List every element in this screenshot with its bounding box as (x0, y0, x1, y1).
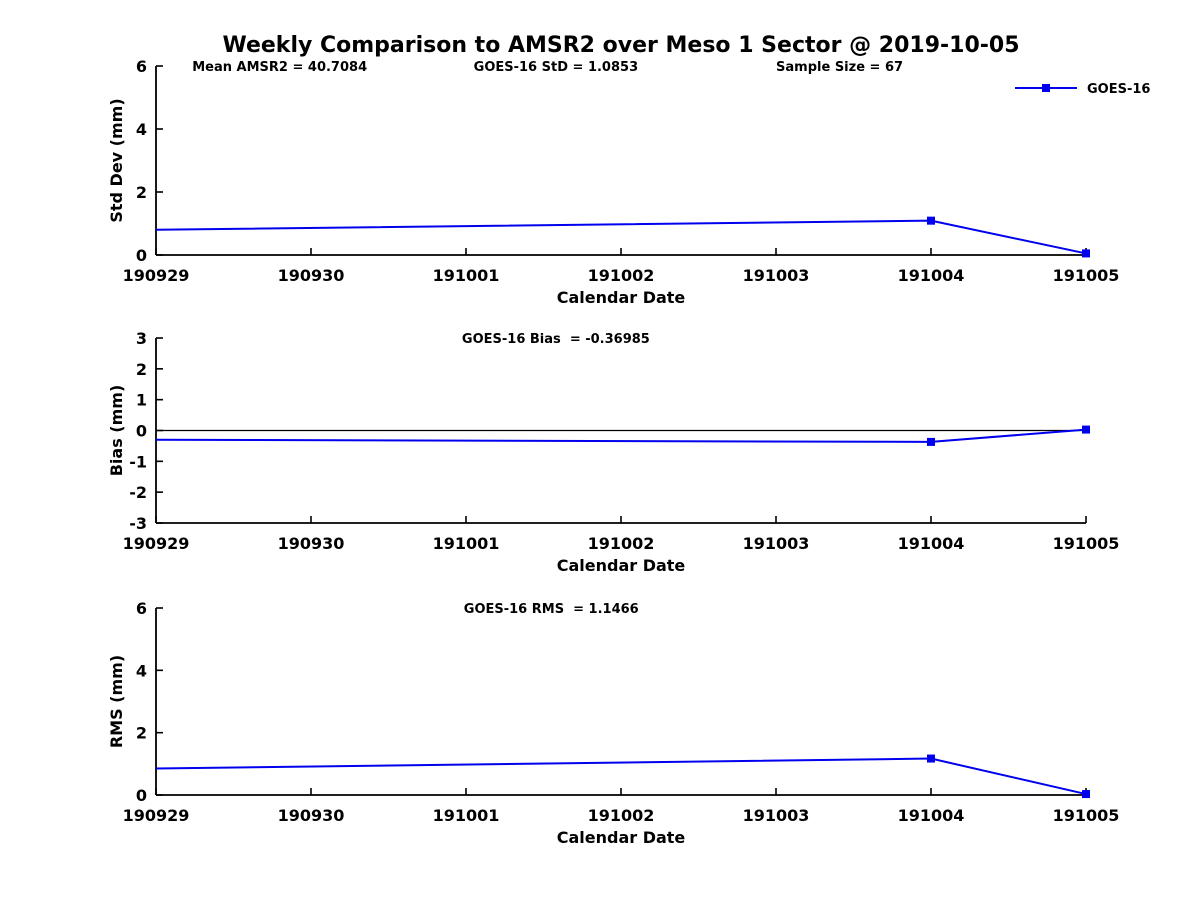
x-tick-label: 190929 (123, 534, 190, 553)
x-tick-label: 191003 (743, 534, 810, 553)
data-point-marker (1082, 249, 1090, 258)
x-tick-label: 191005 (1053, 266, 1120, 285)
y-axis-title: Bias (mm) (107, 385, 126, 477)
data-line (155, 428, 1087, 443)
x-axis-title: Calendar Date (557, 556, 686, 575)
y-tick-label: -2 (129, 483, 147, 502)
data-point-marker (927, 216, 935, 225)
y-tick-label: 1 (136, 391, 147, 410)
x-tick-label: 191004 (898, 806, 965, 825)
y-tick-label: 6 (136, 57, 147, 76)
y-tick-label: -3 (129, 514, 147, 533)
x-tick-label: 191003 (743, 806, 810, 825)
x-axis-title: Calendar Date (557, 288, 686, 307)
x-tick-label: 191002 (588, 806, 655, 825)
x-tick-label: 191002 (588, 534, 655, 553)
data-point-marker (1082, 790, 1090, 799)
y-tick-label: 4 (136, 661, 147, 680)
x-tick-label: 191004 (898, 266, 965, 285)
data-point-marker (927, 437, 935, 446)
x-tick-label: 190930 (278, 806, 345, 825)
stat-annotation: Sample Size = 67 (776, 60, 903, 75)
y-tick-label: 0 (136, 422, 147, 441)
x-tick-label: 191001 (433, 266, 500, 285)
x-tick-label: 191001 (433, 806, 500, 825)
y-tick-label: 2 (136, 183, 147, 202)
y-axis-title: RMS (mm) (107, 655, 126, 748)
stat-annotation: GOES-16 Bias = -0.36985 (462, 332, 650, 347)
y-tick-label: 4 (136, 120, 147, 139)
x-tick-label: 190930 (278, 266, 345, 285)
y-axis-title: Std Dev (mm) (107, 98, 126, 222)
x-tick-label: 191001 (433, 534, 500, 553)
y-tick-label: 2 (136, 724, 147, 743)
x-tick-label: 191005 (1053, 534, 1120, 553)
subplot-stddev: 190929 190930 191001 191002 191003 191004 1910… (107, 57, 1150, 307)
legend-marker (1042, 84, 1050, 92)
y-tick-label: 2 (136, 360, 147, 379)
data-point-marker (1082, 425, 1090, 434)
figure-title: Weekly Comparison to AMSR2 over Meso 1 S… (222, 33, 1020, 58)
subplot-bias: 190929 190930 191001 191002 191003 191004 1910… (107, 329, 1119, 575)
x-tick-label: 190930 (278, 534, 345, 553)
stat-annotation: GOES-16 StD = 1.0853 (474, 60, 638, 75)
legend-label: GOES-16 (1087, 82, 1150, 97)
stat-annotation: Mean AMSR2 = 40.7084 (192, 60, 367, 75)
y-tick-label: 6 (136, 599, 147, 618)
data-point-marker (927, 754, 935, 763)
x-tick-label: 190929 (123, 806, 190, 825)
x-tick-label: 191003 (743, 266, 810, 285)
subplot-rms: 190929 190930 191001 191002 191003 191004 1910… (107, 599, 1119, 847)
x-tick-label: 191004 (898, 534, 965, 553)
stat-annotation: GOES-16 RMS = 1.1466 (464, 602, 639, 617)
y-tick-label: 0 (136, 786, 147, 805)
x-axis-title: Calendar Date (557, 828, 686, 847)
x-tick-label: 190929 (123, 266, 190, 285)
y-tick-label: 0 (136, 246, 147, 265)
y-tick-label: 3 (136, 329, 147, 348)
y-tick-label: -1 (129, 452, 147, 471)
x-tick-label: 191005 (1053, 806, 1120, 825)
x-tick-label: 191002 (588, 266, 655, 285)
